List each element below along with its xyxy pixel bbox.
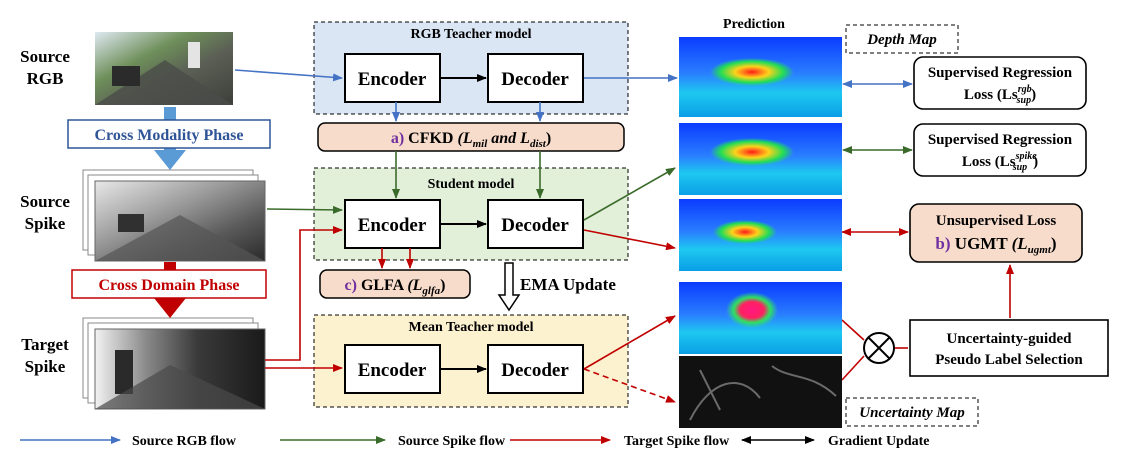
sup-rgb-loss-line1: Supervised Regression: [928, 65, 1073, 81]
rgb-decoder-label: Decoder: [501, 69, 569, 90]
depth-map-tag: [845, 24, 959, 54]
cross-modality-phase-box: [67, 119, 271, 149]
mean-encoder-label: Encoder: [358, 360, 427, 381]
cfkd-name: CFKD: [408, 130, 453, 147]
rgb-teacher-title: RGB Teacher model: [410, 27, 531, 42]
cfkd-prefix: a): [391, 130, 404, 147]
rgb-depth-prediction: [679, 37, 842, 117]
target-to-student-arrow: [265, 226, 343, 361]
legend-gradient-label: Gradient Update: [828, 434, 930, 449]
legend-target-spike-label: Target Spike flow: [624, 434, 730, 449]
sup-spike-loss-sup: spike: [1015, 151, 1038, 162]
source-rgb-label-line1: Source: [20, 47, 70, 66]
mean-encoder-box: [344, 344, 441, 394]
source-rgb-image: [95, 32, 233, 105]
pseudo-label-to-selection-line: [841, 319, 865, 341]
uncertainty-to-selection-line: [841, 355, 865, 381]
rgb-encoder-label: Encoder: [358, 69, 427, 90]
source-spike-label-line2: Spike: [25, 214, 66, 233]
sup-rgb-loss-sup: rgb: [1018, 84, 1032, 95]
mean-teacher-prediction-arrow: [583, 315, 676, 370]
unsupervised-loss-title: Unsupervised Loss: [936, 213, 1057, 229]
cfkd-sub-mil: mil: [473, 138, 489, 150]
mean-teacher-uncertainty-arrow: [583, 368, 676, 403]
rgb-input-arrow: [234, 69, 343, 82]
pseudo-label-selection-line1: Uncertainty-guided: [947, 331, 1073, 347]
glfa-formula-close: ): [440, 277, 445, 294]
source-spike-input-arrow: [266, 205, 343, 214]
sup-rgb-loss-box: [913, 56, 1087, 110]
sup-spike-loss-line1: Supervised Regression: [928, 132, 1073, 148]
cross-modality-phase-label: Cross Modality Phase: [94, 127, 243, 144]
student-encoder-label: Encoder: [358, 215, 427, 236]
sup-rgb-loss-line2: Loss (Lsrgb sup): [964, 84, 1036, 106]
source-spike-depth-prediction: [679, 123, 842, 195]
source-rgb-label-line2: RGB: [27, 69, 64, 88]
ugmt-prefix: b): [935, 234, 950, 253]
rgb-decoder-box: [487, 53, 584, 103]
target-spike-depth-prediction: [679, 199, 842, 271]
legend-source-spike-label: Source Spike flow: [398, 434, 506, 449]
ugmt-sub: ugmt: [1028, 244, 1052, 256]
student-source-prediction-arrow: [583, 167, 676, 221]
student-decoder-label: Decoder: [501, 215, 569, 236]
glfa-module-label: c) GLFA (Lglfa): [345, 277, 446, 297]
uncertainty-map-tag: [845, 397, 979, 427]
ugmt-name: UGMT: [955, 234, 1009, 253]
glfa-name: GLFA: [361, 277, 405, 294]
unsupervised-loss-box: [909, 203, 1083, 263]
source-spike-label-line1: Source: [20, 192, 70, 211]
cfkd-module-box: [317, 122, 625, 152]
ugmt-formula-open: (L: [1012, 234, 1028, 253]
uncertainty-map-label: Uncertainty Map: [859, 405, 965, 421]
depth-map-label: Depth Map: [866, 32, 937, 48]
target-spike-image-stack: [82, 317, 266, 410]
student-title: Student model: [428, 177, 515, 192]
glfa-prefix: c): [345, 277, 357, 294]
glfa-module-box: [319, 269, 471, 299]
student-target-prediction-arrow: [583, 229, 676, 251]
cfkd-formula-mid: and L: [487, 130, 530, 147]
sup-spike-loss-sub: sup: [1012, 162, 1027, 173]
sup-spike-loss-line2: Loss (Lsspike sup): [962, 151, 1038, 173]
cfkd-formula-close: ): [546, 130, 551, 147]
legend-rgb-label: Source RGB flow: [132, 434, 237, 449]
sup-spike-loss-close: ): [1033, 154, 1038, 170]
sup-spike-loss-text: Loss (Ls: [962, 154, 1016, 170]
cfkd-sub-dist: dist: [530, 138, 547, 150]
cfkd-formula-open: (L: [457, 130, 472, 147]
sup-rgb-loss-text: Loss (Ls: [964, 87, 1018, 103]
cfkd-module-label: a) CFKD (Lmil and Ldist): [391, 130, 551, 150]
sup-rgb-loss-close: ): [1031, 87, 1036, 103]
glfa-formula-open: (L: [407, 277, 422, 294]
target-spike-label-line1: Target: [21, 335, 69, 354]
target-spike-label-line2: Spike: [25, 357, 66, 376]
mean-decoder-box: [487, 344, 584, 394]
cross-domain-phase-label: Cross Domain Phase: [98, 277, 239, 294]
cross-domain-phase-box: [71, 269, 267, 299]
mean-teacher-depth-prediction: [679, 282, 842, 354]
uncertainty-map-image: [679, 356, 842, 428]
sup-spike-loss-box: [913, 123, 1087, 177]
pseudo-label-selection-box: [909, 319, 1109, 377]
ugmt-label: b) UGMT (Lugmt): [935, 234, 1056, 256]
student-decoder-box: [487, 199, 584, 249]
sup-rgb-loss-sub: sup: [1016, 95, 1031, 106]
glfa-sub: glfa: [421, 285, 440, 297]
ugmt-formula-close: ): [1051, 234, 1057, 253]
multiply-node-icon: [863, 332, 895, 364]
mean-decoder-label: Decoder: [501, 360, 569, 381]
legend: Source RGB flow Source Spike flow Target…: [20, 434, 930, 449]
prediction-title: Prediction: [723, 17, 785, 32]
ema-update-label: EMA Update: [520, 275, 616, 294]
pseudo-label-selection-line2: Pseudo Label Selection: [935, 352, 1083, 368]
source-spike-image-stack: [82, 169, 266, 262]
ema-update-arrow: [497, 262, 521, 312]
mean-teacher-title: Mean Teacher model: [409, 320, 534, 335]
